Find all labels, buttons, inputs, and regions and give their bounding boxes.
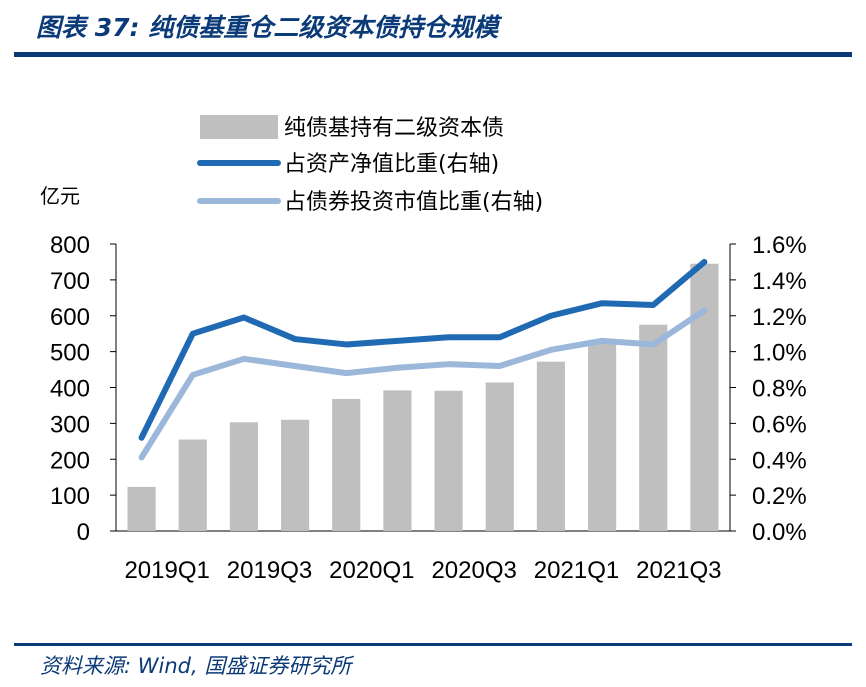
right-tick-label: 0.0% [752,519,807,546]
right-tick-label: 0.2% [752,483,807,510]
right-tick-label: 1.0% [752,340,807,367]
lines [138,258,708,461]
right-tick-label: 1.6% [752,232,807,259]
legend-label: 占资产净值比重(右轴) [284,152,499,177]
left-tick-label: 0 [77,519,90,546]
left-tick-label: 600 [50,304,90,331]
right-tick-label: 0.8% [752,376,807,403]
x-tick-label: 2021Q1 [534,557,619,584]
left-tick-label: 400 [50,376,90,403]
bar [383,390,412,531]
left-tick-label: 100 [50,483,90,510]
footer-rule [14,643,852,646]
title-rule [14,52,852,57]
right-tick-label: 0.4% [752,447,807,474]
left-axis-unit: 亿元 [40,184,80,208]
bar [690,263,719,531]
left-tick-label: 500 [50,340,90,367]
series-line [138,307,708,461]
axes [110,243,736,532]
x-tick-label: 2019Q1 [124,557,209,584]
bar [332,398,361,531]
left-tick-label: 700 [50,268,90,295]
bar [485,382,514,531]
bar [281,419,310,531]
right-tick-label: 1.4% [752,268,807,295]
left-tick-label: 800 [50,232,90,259]
legend-label: 占债券投资市值比重(右轴) [284,190,543,215]
legend-swatch-bar [200,115,278,139]
bar [229,422,258,531]
bar [639,324,668,531]
left-tick-label: 200 [50,447,90,474]
right-tick-label: 1.2% [752,304,807,331]
tick-labels: 0 100 200 300 400 500 600 700 800 0.0% 0.2% 0.4% 0.6… [50,232,807,584]
left-tick-label: 300 [50,411,90,438]
bars [127,263,719,531]
bar [588,341,617,531]
x-tick-label: 2021Q3 [636,557,721,584]
bar [127,486,156,531]
bar [434,390,463,531]
legend-label: 纯债基持有二级资本债 [284,116,504,141]
source-note: 资料来源: Wind, 国盛证券研究所 [40,654,352,678]
x-tick-label: 2020Q3 [431,557,516,584]
bar [536,361,565,531]
chart-title: 图表 37: 纯债基重仓二级资本债持仓规模 [36,13,499,42]
right-tick-label: 0.6% [752,411,807,438]
bar [178,439,207,531]
x-tick-label: 2019Q3 [227,557,312,584]
series-line [138,258,708,441]
x-tick-label: 2020Q1 [329,557,414,584]
